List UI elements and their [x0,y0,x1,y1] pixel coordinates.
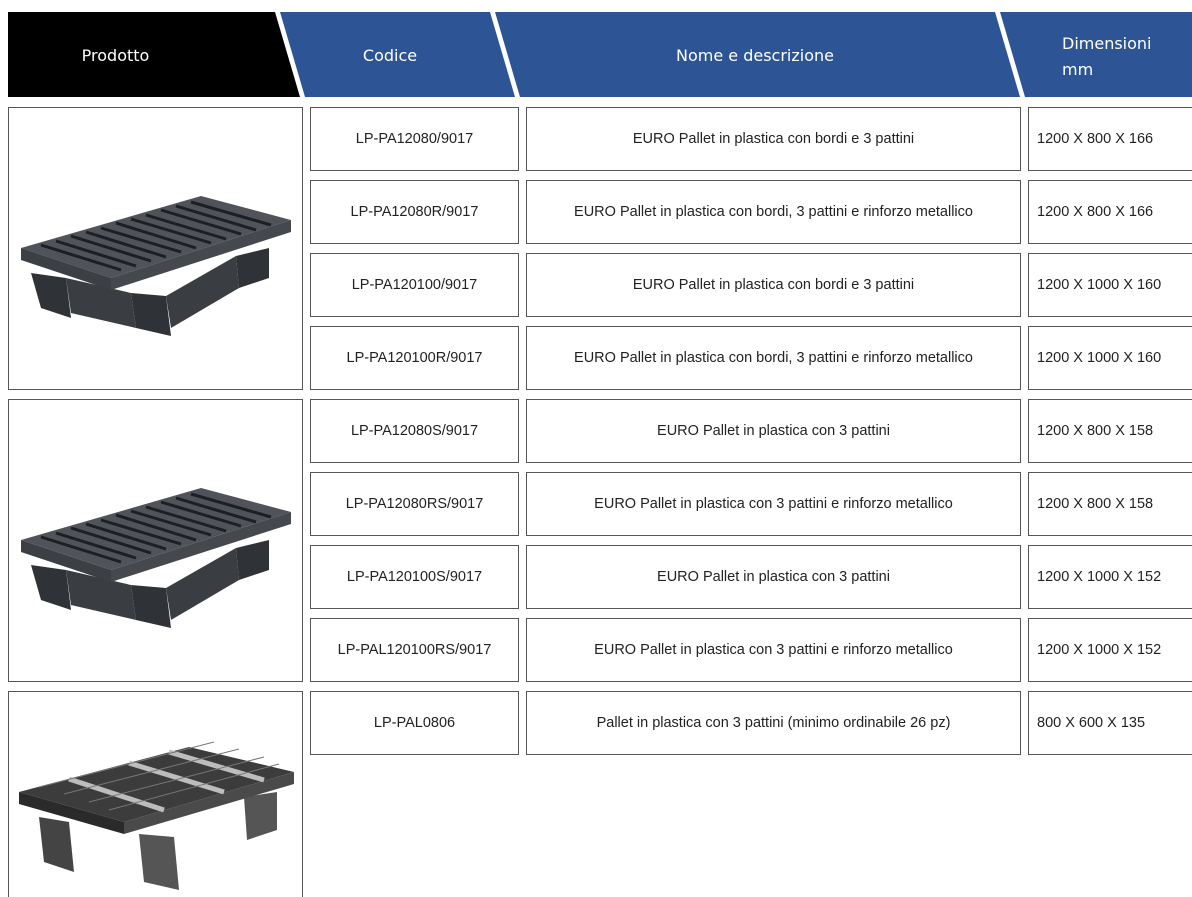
code-cell: LP-PA120100S/9017 [310,545,519,609]
description-cell: EURO Pallet in plastica con 3 pattini [526,399,1021,463]
header-label: Codice [362,46,418,65]
dimensions-cell: 1200 X 800 X 158 [1028,399,1192,463]
description-cell: EURO Pallet in plastica con bordi, 3 pat… [526,180,1021,244]
header-label: Prodotto [81,46,150,65]
dimensions-cell: 1200 X 1000 X 152 [1028,618,1192,682]
product-image [8,107,303,390]
pallet-picture [9,692,302,897]
description-cell: EURO Pallet in plastica con 3 pattini e … [526,618,1021,682]
code-cell: LP-PAL0806 [310,691,519,755]
product-image [8,691,303,897]
code-cell: LP-PA120100/9017 [310,253,519,317]
dimensions-cell: 1200 X 1000 X 152 [1028,545,1192,609]
dimensions-cell: 1200 X 800 X 166 [1028,107,1192,171]
description-cell: EURO Pallet in plastica con 3 pattini e … [526,472,1021,536]
header-unit: mm [1062,60,1094,79]
code-cell: LP-PA12080RS/9017 [310,472,519,536]
header-tab [8,12,300,97]
dimensions-cell: 1200 X 1000 X 160 [1028,326,1192,390]
header-tab [280,12,515,97]
header-tab [1000,12,1192,97]
code-cell: LP-PA12080R/9017 [310,180,519,244]
description-cell: EURO Pallet in plastica con bordi e 3 pa… [526,107,1021,171]
header-label: Dimensioni [1062,34,1152,53]
description-cell: EURO Pallet in plastica con 3 pattini [526,545,1021,609]
pallet-picture [19,486,293,630]
product-image [8,399,303,682]
code-cell: LP-PAL120100RS/9017 [310,618,519,682]
dimensions-cell: 1200 X 800 X 158 [1028,472,1192,536]
pallet-picture [19,194,293,338]
dimensions-cell: 1200 X 1000 X 160 [1028,253,1192,317]
dimensions-cell: 800 X 600 X 135 [1028,691,1192,755]
description-cell: EURO Pallet in plastica con bordi, 3 pat… [526,326,1021,390]
code-cell: LP-PA120100R/9017 [310,326,519,390]
code-cell: LP-PA12080S/9017 [310,399,519,463]
header-label: Nome e descrizione [676,46,834,65]
description-cell: EURO Pallet in plastica con bordi e 3 pa… [526,253,1021,317]
header-tab [495,12,1020,97]
code-cell: LP-PA12080/9017 [310,107,519,171]
description-cell: Pallet in plastica con 3 pattini (minimo… [526,691,1021,755]
dimensions-cell: 1200 X 800 X 166 [1028,180,1192,244]
header-bar [8,12,1192,97]
